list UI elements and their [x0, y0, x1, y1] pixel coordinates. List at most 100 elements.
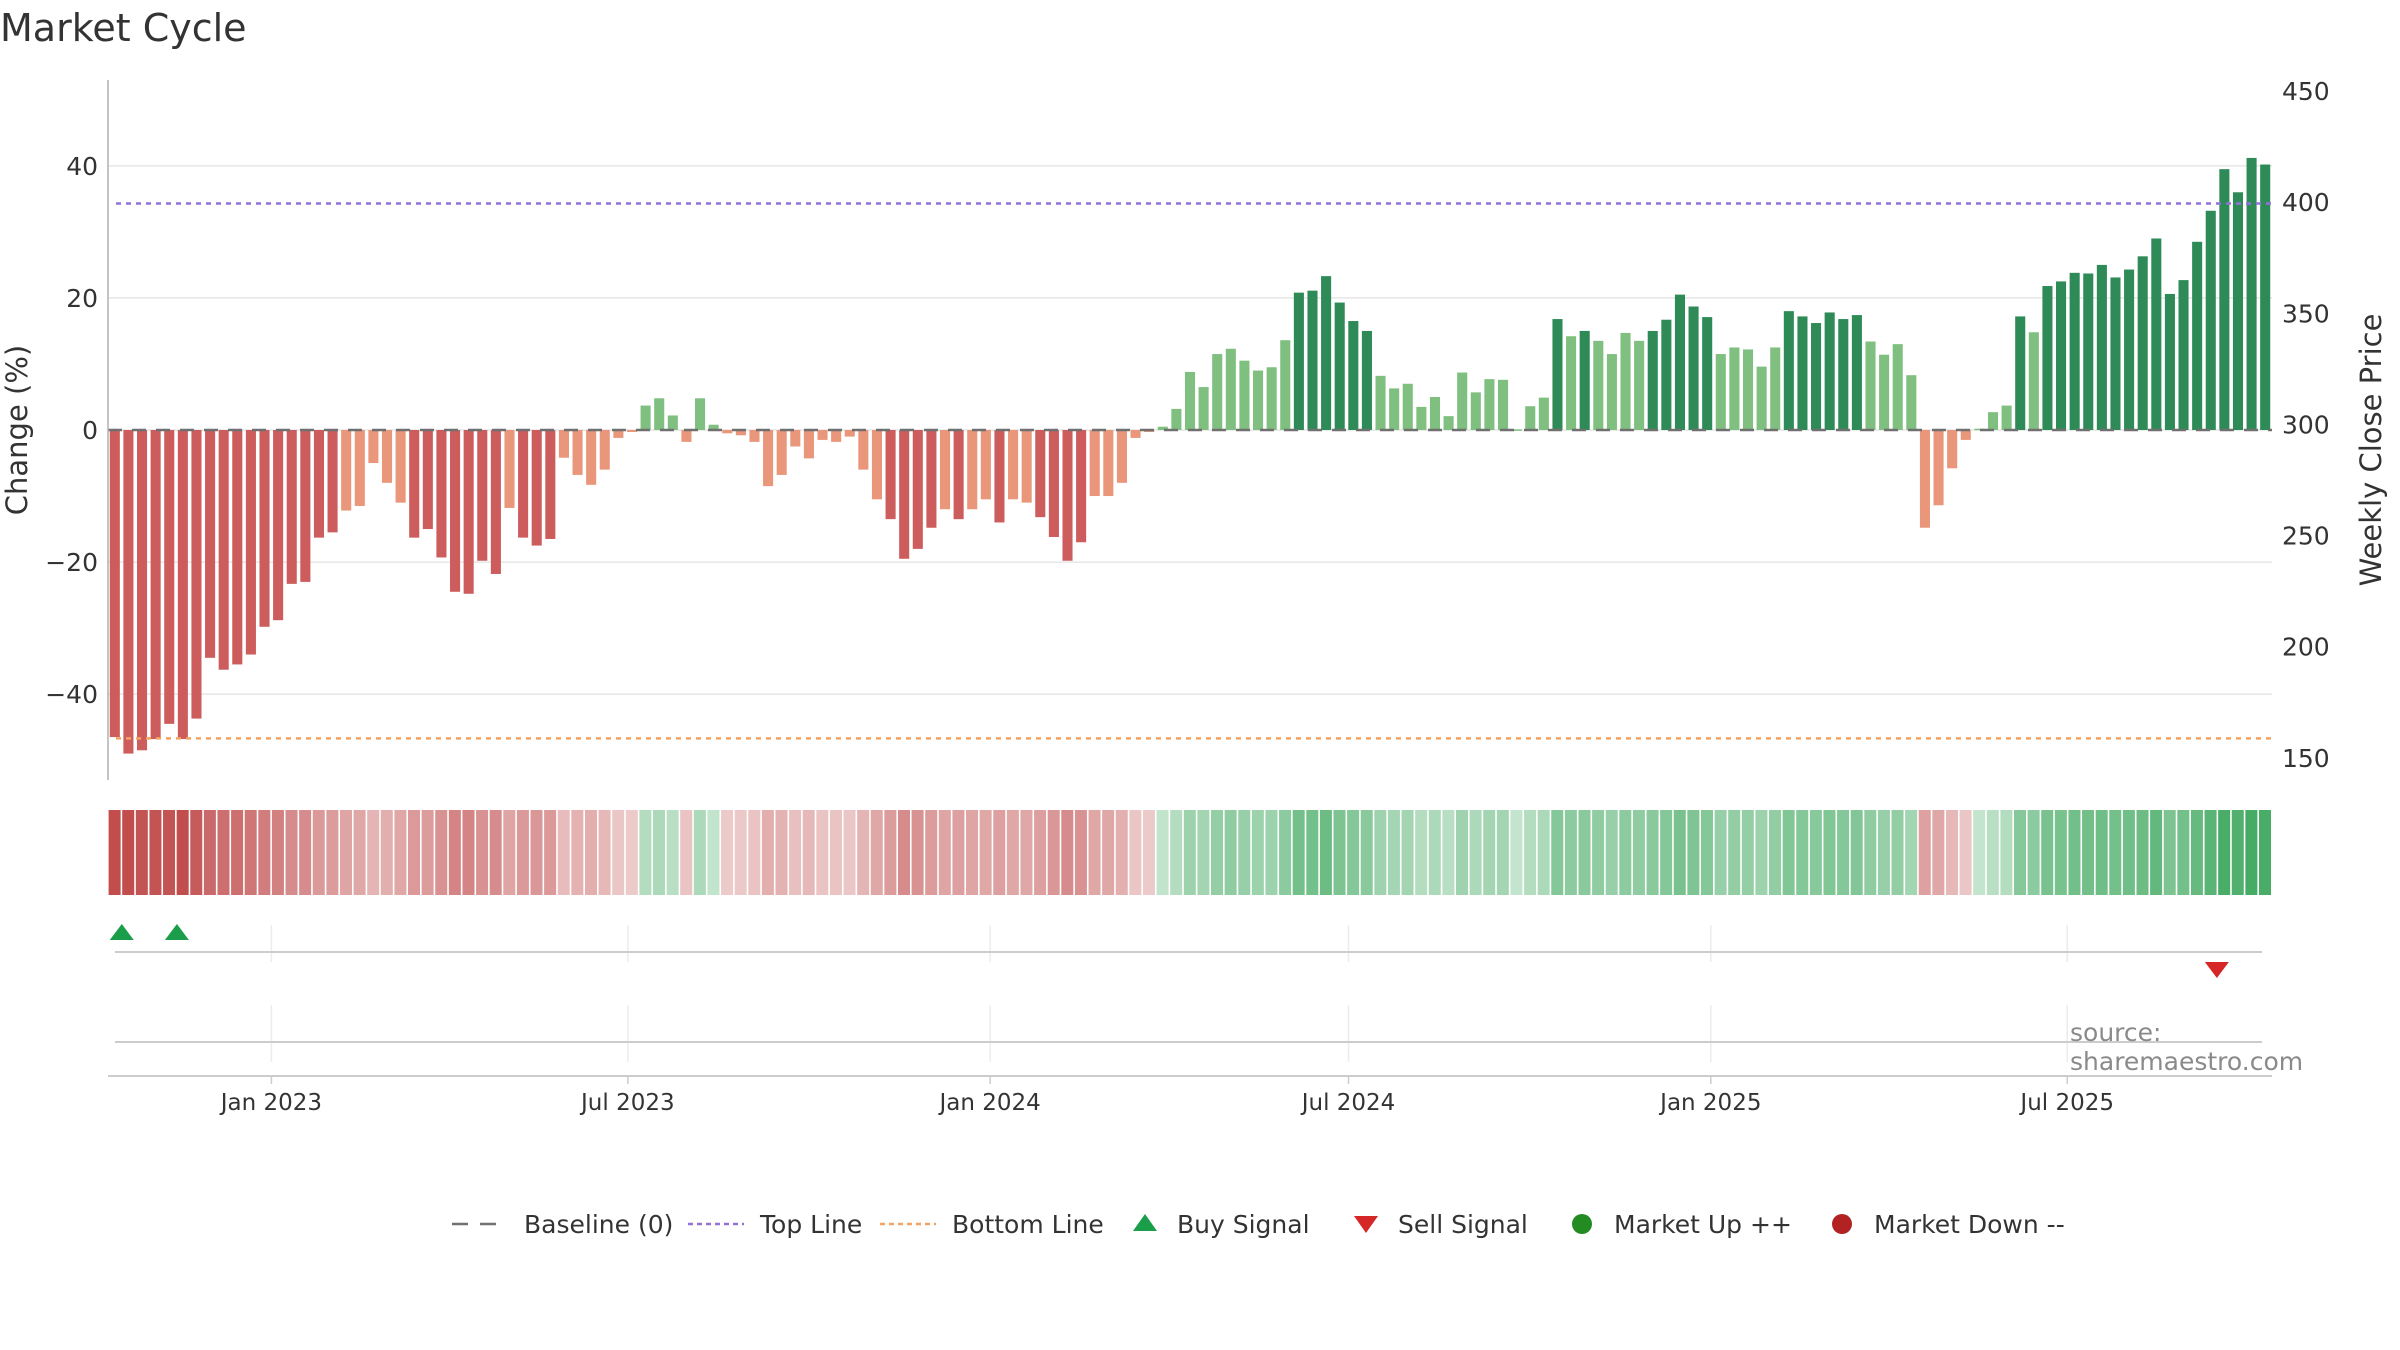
cycle-strip-cell: [1918, 810, 1931, 895]
cycle-strip-cell: [653, 810, 666, 895]
cycle-strip-cell: [1891, 810, 1904, 895]
change-bar: [2056, 281, 2067, 430]
cycle-strip-cell: [1401, 810, 1414, 895]
cycle-strip-cell: [884, 810, 897, 895]
change-bar: [749, 430, 760, 442]
cycle-strip-cell: [1809, 810, 1822, 895]
change-bar: [245, 430, 256, 655]
cycle-strip-cell: [108, 810, 121, 895]
change-bar: [2219, 169, 2230, 430]
change-bar: [613, 430, 624, 438]
change-bar: [667, 415, 678, 430]
cycle-strip-cell: [707, 810, 720, 895]
change-bar: [286, 430, 297, 584]
y-tick-label: 0: [82, 416, 98, 445]
y2-axis-label: Weekly Close Price: [2354, 314, 2388, 587]
change-bar: [1824, 312, 1835, 430]
change-bar: [1225, 348, 1236, 430]
cycle-strip-cell: [1129, 810, 1142, 895]
change-bar: [1729, 347, 1740, 430]
cycle-strip-cell: [1605, 810, 1618, 895]
cycle-strip-cell: [1415, 810, 1428, 895]
cycle-strip-cell: [680, 810, 693, 895]
change-bar: [2178, 280, 2189, 430]
cycle-strip-cell: [1837, 810, 1850, 895]
change-bar: [123, 430, 134, 754]
cycle-strip-cell: [1755, 810, 1768, 895]
x-tick-label: Jan 2025: [1658, 1090, 1761, 1116]
cycle-strip-cell: [299, 810, 312, 895]
change-bar: [1783, 311, 1794, 430]
cycle-strip-cell: [244, 810, 257, 895]
change-bar: [1484, 379, 1495, 430]
cycle-strip-cell: [122, 810, 135, 895]
legend-label: Baseline (0): [524, 1210, 673, 1239]
change-bar: [191, 430, 202, 719]
change-bar: [1402, 383, 1413, 430]
x-tick-label: Jul 2024: [1300, 1090, 1396, 1116]
change-bar: [341, 430, 352, 511]
cycle-strip-cell: [516, 810, 529, 895]
change-bar: [1130, 430, 1141, 438]
change-bar: [1157, 426, 1168, 430]
change-bar: [858, 430, 869, 470]
legend-item-sell: Sell Signal: [1354, 1210, 1528, 1239]
change-bar: [899, 430, 910, 559]
cycle-strip-cell: [326, 810, 339, 895]
y2-tick-label: 250: [2282, 522, 2330, 551]
cycle-strip-cell: [2177, 810, 2190, 895]
change-bar: [450, 430, 461, 592]
change-bar: [381, 430, 393, 483]
cycle-strip-cell: [857, 810, 870, 895]
cycle-strip-cell: [258, 810, 271, 895]
cycle-strip-cell: [1728, 810, 1741, 895]
change-bar: [1253, 370, 1264, 430]
cycle-strip-cell: [1387, 810, 1400, 895]
change-bar: [1389, 388, 1400, 430]
change-bar: [2124, 269, 2135, 430]
cycle-strip-cell: [1428, 810, 1441, 895]
change-bar: [327, 430, 338, 533]
change-bar: [763, 430, 774, 487]
change-bar: [259, 430, 270, 627]
change-bar: [1307, 290, 1318, 430]
change-bar: [2110, 277, 2121, 430]
legend-label: Market Down --: [1874, 1210, 2065, 1239]
change-bar: [1293, 292, 1304, 430]
change-bar: [1960, 430, 1971, 440]
change-bar: [164, 430, 175, 724]
cycle-strip-cell: [448, 810, 461, 895]
change-bar: [1184, 371, 1196, 430]
change-bar: [831, 430, 842, 442]
change-bar: [504, 430, 515, 508]
change-bar: [1851, 315, 1862, 430]
cycle-strip-cell: [1170, 810, 1183, 895]
change-bar: [803, 430, 814, 459]
cycle-strip-cell: [1823, 810, 1836, 895]
cycle-strip-cell: [897, 810, 910, 895]
change-bar: [422, 430, 433, 530]
change-bar: [1280, 340, 1291, 430]
change-bar: [1497, 379, 1509, 430]
cycle-strip-cell: [503, 810, 516, 895]
legend-item-buy: Buy Signal: [1133, 1210, 1310, 1239]
cycle-strip-cell: [761, 810, 774, 895]
cycle-strip-cell: [1061, 810, 1074, 895]
change-bar: [939, 430, 951, 510]
change-bar: [1879, 354, 1890, 430]
cycle-strip-cell: [149, 810, 162, 895]
cycle-strip-cell: [462, 810, 475, 895]
cycle-strip-cell: [2122, 810, 2135, 895]
cycle-strip-cell: [530, 810, 543, 895]
cycle-strip-cell: [598, 810, 611, 895]
change-bar: [1212, 354, 1223, 430]
change-bar: [626, 430, 638, 432]
change-bar: [1552, 319, 1563, 430]
change-bar: [1443, 416, 1454, 430]
cycle-strip-cell: [1782, 810, 1795, 895]
cycle-strip-cell: [1020, 810, 1033, 895]
change-bar: [1429, 396, 1441, 430]
change-bar: [695, 398, 706, 430]
change-bar: [681, 430, 692, 442]
cycle-strip-cell: [1047, 810, 1060, 895]
